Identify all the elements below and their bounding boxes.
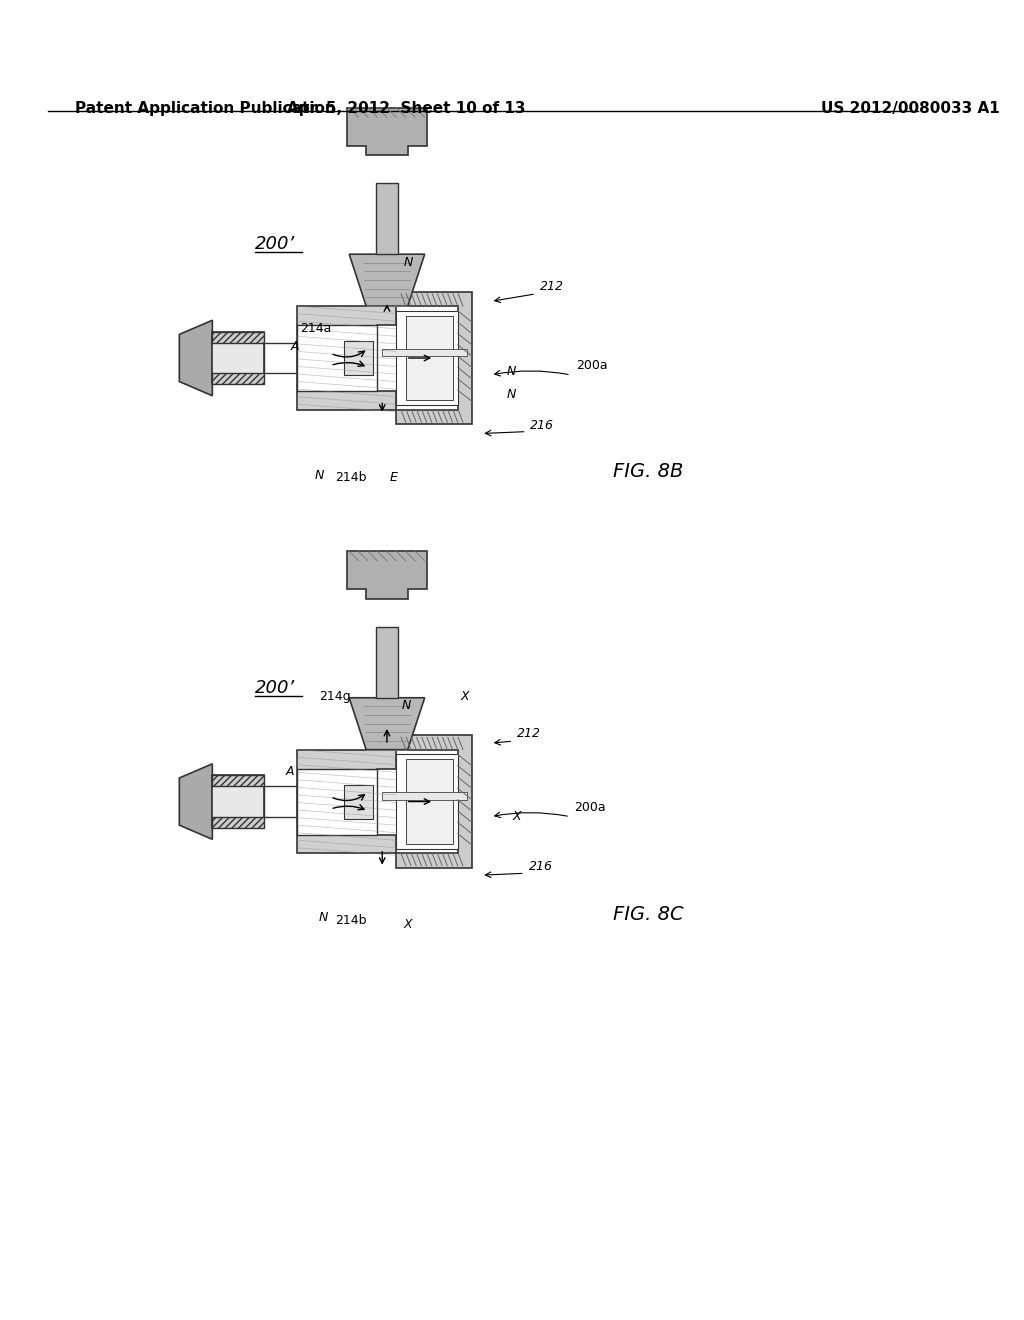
Bar xyxy=(212,775,264,787)
Polygon shape xyxy=(297,306,396,411)
Bar xyxy=(406,759,453,843)
Bar xyxy=(212,775,264,828)
Text: N: N xyxy=(314,469,324,482)
Polygon shape xyxy=(179,321,212,396)
Bar xyxy=(212,331,264,384)
Text: 214b: 214b xyxy=(335,915,367,927)
Text: N: N xyxy=(402,700,412,711)
Text: X: X xyxy=(403,917,413,931)
Polygon shape xyxy=(349,698,425,750)
Text: A: A xyxy=(291,341,299,354)
Bar xyxy=(406,315,453,400)
Bar xyxy=(382,348,467,356)
Bar xyxy=(396,754,458,849)
Bar xyxy=(396,310,458,405)
Text: 216: 216 xyxy=(528,859,553,873)
Polygon shape xyxy=(347,552,427,599)
Text: Patent Application Publication: Patent Application Publication xyxy=(76,102,336,116)
Text: 212: 212 xyxy=(517,727,541,741)
Polygon shape xyxy=(179,764,212,840)
Bar xyxy=(264,787,297,817)
Bar xyxy=(376,183,398,255)
Bar xyxy=(382,792,467,800)
Polygon shape xyxy=(297,750,396,854)
Bar xyxy=(212,374,264,384)
Text: FIG. 8C: FIG. 8C xyxy=(613,906,684,924)
Text: N: N xyxy=(507,388,516,401)
Text: 214a: 214a xyxy=(300,322,332,334)
Text: N: N xyxy=(403,256,414,268)
Text: A: A xyxy=(286,766,295,777)
Polygon shape xyxy=(396,292,472,424)
Bar xyxy=(212,817,264,828)
Text: N: N xyxy=(507,366,516,378)
Text: 200a: 200a xyxy=(573,801,605,814)
Polygon shape xyxy=(396,735,472,867)
Bar xyxy=(344,784,373,818)
Text: N: N xyxy=(319,911,329,924)
Text: US 2012/0080033 A1: US 2012/0080033 A1 xyxy=(821,102,999,116)
Polygon shape xyxy=(349,255,425,306)
Bar xyxy=(297,768,378,834)
Text: 200’: 200’ xyxy=(255,235,295,253)
Bar xyxy=(376,627,398,698)
Text: X: X xyxy=(512,810,521,824)
Bar xyxy=(297,325,378,391)
Text: 200a: 200a xyxy=(575,359,607,372)
Bar xyxy=(212,331,264,343)
Text: Apr. 5, 2012  Sheet 10 of 13: Apr. 5, 2012 Sheet 10 of 13 xyxy=(287,102,525,116)
Text: 200’: 200’ xyxy=(255,678,295,697)
Bar xyxy=(264,343,297,374)
Bar xyxy=(344,341,373,375)
Text: 214b: 214b xyxy=(335,471,367,483)
Text: E: E xyxy=(390,471,397,483)
Text: FIG. 8B: FIG. 8B xyxy=(613,462,684,480)
Text: X: X xyxy=(461,689,469,702)
Text: 212: 212 xyxy=(540,280,564,293)
Polygon shape xyxy=(347,108,427,154)
Text: 214g: 214g xyxy=(319,689,350,702)
Text: 216: 216 xyxy=(530,418,554,432)
